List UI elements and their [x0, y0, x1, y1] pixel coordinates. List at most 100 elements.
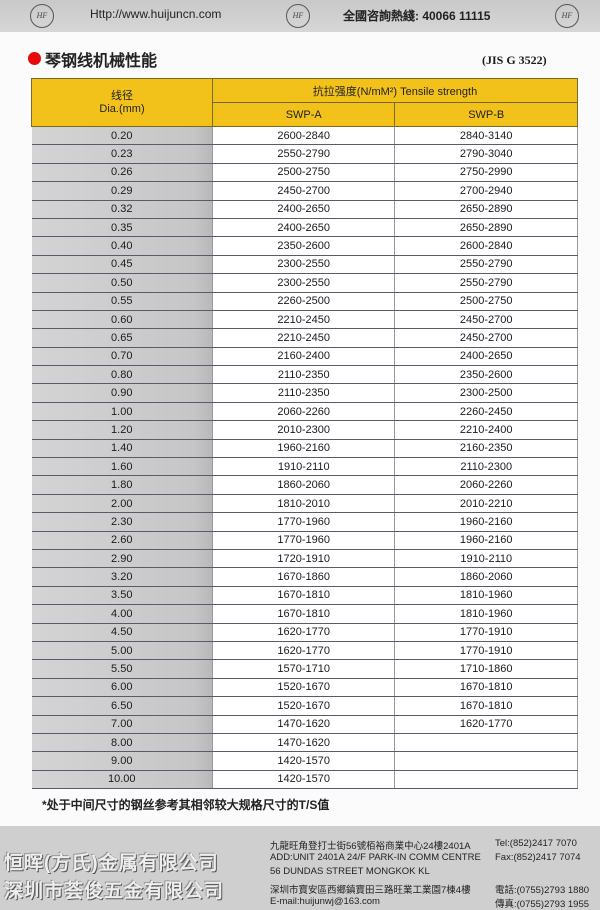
swp-b-cell: 1770-1910	[394, 641, 578, 661]
table-row: 4.50 1620-1770 1770-1910	[31, 623, 578, 642]
swp-b-cell: 1860-2060	[394, 567, 578, 587]
dia-cell: 0.32	[31, 200, 213, 219]
table-row: 2.00 1810-2010 2010-2210	[31, 494, 578, 514]
table-row: 1.80 1860-2060 2060-2260	[31, 475, 578, 495]
swp-a-cell: 2060-2260	[212, 402, 396, 422]
swp-a-cell: 1670-1810	[212, 586, 396, 606]
table-row: 0.55 2260-2500 2500-2750	[31, 292, 578, 311]
swp-b-cell: 1910-2110	[394, 549, 578, 569]
standard-label: (JIS G 3522)	[482, 53, 547, 67]
top-banner: HF Http://www.huijuncn.com HF 全國咨詢熱綫: 40…	[0, 0, 600, 32]
swp-b-cell: 1670-1810	[394, 678, 578, 698]
swp-a-cell: 1620-1770	[212, 623, 396, 642]
dia-cell: 1.40	[31, 439, 213, 459]
swp-b-cell: 2010-2210	[394, 494, 578, 514]
swp-a-cell: 2110-2350	[212, 383, 396, 403]
swp-b-cell: 2260-2450	[394, 402, 578, 422]
swp-a-cell: 1470-1620	[212, 715, 396, 734]
table-row: 0.26 2500-2750 2750-2990	[31, 163, 578, 183]
table-row: 0.40 2350-2600 2600-2840	[31, 236, 578, 256]
swp-a-cell: 1570-1710	[212, 659, 396, 679]
hf-logo-icon: HF	[286, 4, 310, 28]
dia-header: 线径 Dia.(mm)	[31, 78, 213, 127]
swp-a-cell: 2500-2750	[212, 163, 396, 183]
dia-cell: 1.80	[31, 475, 213, 495]
dia-cell: 0.55	[31, 292, 213, 311]
strength-header: 抗拉强度(N/mM²) Tensile strength	[212, 78, 578, 103]
dia-cell: 1.20	[31, 420, 213, 440]
footer: 恒晖(方氏)金属有限公司 深圳市荟俊五金有限公司 九龍旺角登打士街56號栢裕商業…	[0, 826, 600, 910]
table-row: 9.00 1420-1570	[31, 751, 578, 771]
swp-b-cell	[394, 733, 578, 753]
address-sz: 深圳市寶安區西鄉鎮寶田三路旺業工業園7棟4樓	[270, 885, 471, 896]
table-row: 0.32 2400-2650 2650-2890	[31, 200, 578, 219]
dia-cell: 0.23	[31, 144, 213, 164]
dia-cell: 3.20	[31, 567, 213, 587]
tel-hk: Tel:(852)2417 7070	[495, 838, 577, 849]
swp-a-cell: 1720-1910	[212, 549, 396, 569]
swp-a-cell: 1670-1860	[212, 567, 396, 587]
dia-cell: 6.50	[31, 696, 213, 716]
table-row: 0.50 2300-2550 2550-2790	[31, 273, 578, 293]
dia-cell: 1.00	[31, 402, 213, 422]
dia-cell: 0.65	[31, 328, 213, 348]
dia-cell: 2.60	[31, 531, 213, 550]
swp-b-cell: 2500-2750	[394, 292, 578, 311]
swp-a-cell: 1770-1960	[212, 512, 396, 532]
swp-a-cell: 1620-1770	[212, 641, 396, 661]
table-row: 8.00 1470-1620	[31, 733, 578, 753]
swp-b-cell: 2840-3140	[394, 126, 578, 146]
swp-b-cell: 2550-2790	[394, 255, 578, 275]
table-row: 6.50 1520-1670 1670-1810	[31, 696, 578, 716]
table-row: 0.35 2400-2650 2650-2890	[31, 218, 578, 238]
dia-cell: 9.00	[31, 751, 213, 771]
address-hk-cn: 九龍旺角登打士街56號栢裕商業中心24樓2401A	[270, 841, 471, 852]
swp-a-cell: 2110-2350	[212, 365, 396, 385]
table-row: 0.80 2110-2350 2350-2600	[31, 365, 578, 385]
swp-a-cell: 1670-1810	[212, 604, 396, 624]
table-row: 3.20 1670-1860 1860-2060	[31, 567, 578, 587]
swp-a-cell: 2210-2450	[212, 328, 396, 348]
tel-sz: 電話:(0755)2793 1880	[495, 885, 590, 896]
dia-cell: 0.80	[31, 365, 213, 385]
swp-a-header: SWP-A	[211, 102, 396, 127]
table-row: 2.60 1770-1960 1960-2160	[31, 531, 578, 550]
swp-a-cell: 2350-2600	[212, 236, 396, 256]
swp-b-cell: 2060-2260	[394, 475, 578, 495]
dia-cell: 0.50	[31, 273, 213, 293]
address-hk-en-1: ADD:UNIT 2401A 24/F PARK-IN COMM CENTRE	[270, 852, 481, 863]
swp-a-cell: 1770-1960	[212, 531, 396, 550]
swp-b-cell: 1710-1860	[394, 659, 578, 679]
table-row: 2.30 1770-1960 1960-2160	[31, 512, 578, 532]
dia-header-en: Dia.(mm)	[99, 102, 145, 115]
swp-a-cell: 2210-2450	[212, 310, 396, 330]
hf-logo-icon: HF	[30, 4, 54, 28]
dia-cell: 0.90	[31, 383, 213, 403]
swp-b-cell: 1770-1910	[394, 623, 578, 642]
table-row: 1.00 2060-2260 2260-2450	[31, 402, 578, 422]
hotline: 全國咨詢熱綫: 40066 11115	[343, 9, 491, 23]
website-url: Http://www.huijuncn.com	[90, 7, 222, 21]
table-row: 0.60 2210-2450 2450-2700	[31, 310, 578, 330]
swp-a-cell: 2160-2400	[212, 347, 396, 367]
swp-a-cell: 1520-1670	[212, 696, 396, 716]
swp-b-cell: 2350-2600	[394, 365, 578, 385]
dia-cell: 0.45	[31, 255, 213, 275]
dia-header-cn: 线径	[111, 89, 133, 102]
table-row: 5.00 1620-1770 1770-1910	[31, 641, 578, 661]
swp-b-cell: 1670-1810	[394, 696, 578, 716]
dia-cell: 0.29	[31, 181, 213, 201]
table-row: 7.00 1470-1620 1620-1770	[31, 715, 578, 734]
swp-a-cell: 1470-1620	[212, 733, 396, 753]
swp-b-cell: 1810-1960	[394, 604, 578, 624]
swp-a-cell: 2550-2790	[212, 144, 396, 164]
dia-cell: 3.50	[31, 586, 213, 606]
dia-cell: 4.50	[31, 623, 213, 642]
swp-b-cell: 2790-3040	[394, 144, 578, 164]
dia-cell: 0.70	[31, 347, 213, 367]
swp-a-cell: 2260-2500	[212, 292, 396, 311]
dia-cell: 5.50	[31, 659, 213, 679]
swp-b-cell: 1810-1960	[394, 586, 578, 606]
table-row: 0.45 2300-2550 2550-2790	[31, 255, 578, 275]
table-row: 3.50 1670-1810 1810-1960	[31, 586, 578, 606]
